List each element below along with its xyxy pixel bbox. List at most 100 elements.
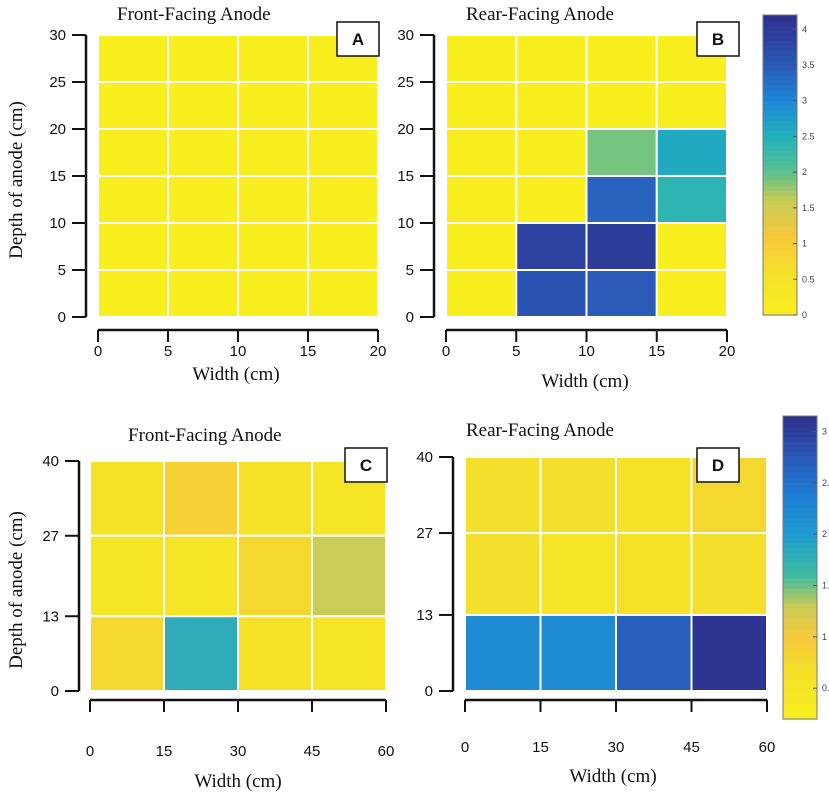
colorbar-segment: [783, 501, 817, 508]
panel-b-letter: B: [712, 30, 724, 49]
colorbar-tick-label: 1: [802, 239, 807, 249]
x-tick-label: 0: [442, 343, 450, 360]
colorbar-segment: [783, 506, 817, 513]
colorbar-segment: [783, 431, 817, 437]
heatmap-cell: [585, 34, 658, 83]
x-tick-label: 30: [608, 739, 625, 756]
heatmap-cell: [515, 34, 588, 83]
colorbar-segment: [783, 633, 817, 639]
panel-b-axes: 0 5 10 15 20 25 30 0 5 10 15 20: [397, 27, 735, 360]
colorbar-segment: [783, 663, 817, 670]
colorbar-segment: [783, 461, 817, 468]
panel-c-title: Front-Facing Anode: [128, 425, 282, 446]
colorbar-segment: [763, 120, 797, 126]
colorbar-segment: [763, 255, 797, 261]
colorbar-segment: [783, 623, 817, 629]
colorbar-top: 0 0.5 1 1.5 2 2.5 3 3.5 4: [762, 14, 815, 320]
y-tick-label: 27: [416, 525, 433, 542]
colorbar-segment: [763, 170, 797, 176]
y-tick-label: 10: [49, 215, 66, 232]
colorbar-segment: [783, 562, 817, 569]
colorbar-segment: [783, 572, 817, 579]
panel-d-letter: D: [712, 456, 724, 475]
colorbar-segment: [783, 648, 817, 655]
heatmap-cell: [163, 615, 239, 692]
colorbar-tick-label: 2.5: [802, 131, 815, 141]
colorbar-segment: [763, 225, 797, 231]
heatmap-cell: [515, 81, 588, 130]
colorbar-segment: [783, 532, 817, 538]
colorbar-segment: [783, 491, 817, 498]
panel-a-title: Front-Facing Anode: [117, 4, 271, 25]
heatmap-cell: [311, 534, 387, 618]
heatmap-cell: [167, 222, 239, 271]
colorbar-segment: [783, 436, 817, 443]
panel-d-axes: 0 13 27 40 0 15 30 45 60: [416, 449, 775, 756]
colorbar-segment: [783, 612, 817, 619]
y-tick-label: 27: [42, 528, 59, 545]
panel-b-letter-box: [696, 21, 740, 57]
colorbar-tick-label: 1.5: [802, 203, 815, 213]
heatmap-cell: [307, 175, 379, 224]
x-tick-label: 60: [759, 739, 776, 756]
heatmap-cell: [585, 222, 658, 271]
colorbar-segment: [783, 703, 817, 710]
colorbar-segment: [783, 577, 817, 584]
heatmap-cell: [237, 534, 313, 618]
colorbar-segment: [763, 200, 797, 206]
colorbar-segment: [783, 628, 817, 634]
panel-b-xlabel: Width (cm): [541, 371, 628, 392]
heatmap-cell: [515, 128, 588, 177]
heatmap-cell: [237, 175, 309, 224]
colorbar-segment: [783, 713, 817, 720]
x-tick-label: 0: [94, 343, 102, 360]
colorbar-segment: [763, 270, 797, 276]
heatmap-cell: [539, 532, 617, 616]
heatmap-cell: [97, 269, 169, 318]
y-tick-label: 13: [42, 608, 59, 625]
panel-a-letter: A: [352, 30, 364, 49]
colorbar-segment: [783, 466, 817, 473]
colorbar-segment: [783, 527, 817, 533]
x-tick-label: 30: [230, 743, 247, 760]
heatmap-cell: [615, 532, 693, 616]
colorbar-segment: [763, 125, 797, 131]
y-tick-label: 25: [49, 74, 66, 91]
y-tick-label: 0: [425, 683, 433, 700]
colorbar-segment: [763, 210, 797, 216]
colorbar-segment: [783, 658, 817, 665]
colorbar-segment: [783, 416, 817, 422]
colorbar-tick-label: 0.5: [802, 274, 815, 284]
colorbar-segment: [763, 290, 797, 296]
colorbar-segment: [763, 305, 797, 311]
colorbar-segment: [763, 105, 797, 111]
colorbar-segment: [763, 205, 797, 211]
colorbar-segment: [763, 285, 797, 291]
colorbar-segment: [763, 70, 797, 76]
colorbar-segment: [783, 511, 817, 518]
colorbar-segment: [783, 668, 817, 675]
panel-c-ylabel: Depth of anode (cm): [6, 511, 27, 669]
heatmap-cell: [89, 534, 165, 618]
colorbar-segment: [763, 310, 797, 316]
heatmap-cell: [690, 532, 768, 616]
x-tick-label: 10: [230, 343, 247, 360]
colorbar-segment: [763, 195, 797, 201]
colorbar-segment: [783, 607, 817, 614]
heatmap-cell: [655, 269, 728, 318]
heatmap-cell: [615, 613, 693, 693]
colorbar-segment: [783, 451, 817, 458]
colorbar-segment: [783, 567, 817, 574]
colorbar-segment: [763, 190, 797, 196]
heatmap-cell: [237, 34, 309, 83]
colorbar-segment: [783, 638, 817, 645]
y-tick-label: 13: [416, 607, 433, 624]
y-tick-label: 30: [397, 27, 414, 44]
colorbar-segment: [763, 35, 797, 41]
colorbar-segment: [763, 150, 797, 156]
colorbar-tick-label: 3.5: [802, 60, 815, 70]
colorbar-segment: [763, 140, 797, 146]
colorbar-tick-label: 2.5: [822, 478, 829, 488]
colorbar-segment: [783, 542, 817, 549]
